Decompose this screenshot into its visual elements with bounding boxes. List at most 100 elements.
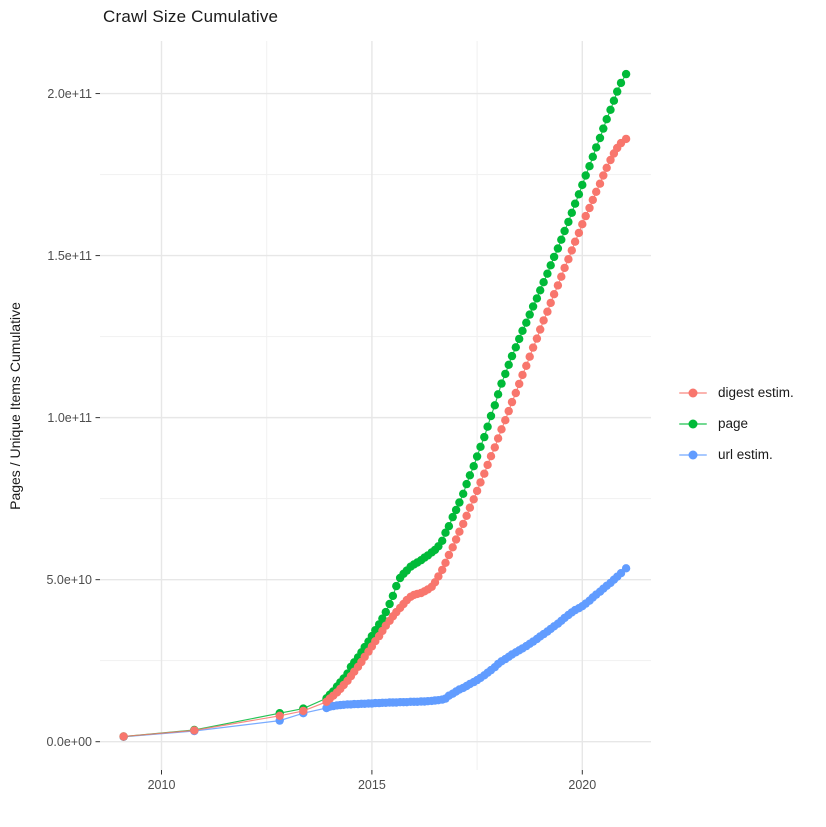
x-tick-label: 2020 [568,778,596,792]
legend-key-dot [688,388,698,397]
data-point-digest-estim [585,203,594,213]
data-point-digest-estim [507,397,517,407]
data-point-digest-estim [465,503,475,512]
x-tick-label: 2015 [358,778,386,792]
data-point-digest-estim [567,246,576,255]
data-point-page [392,581,401,591]
data-point-page [592,143,601,152]
data-point-page [472,452,482,461]
major-gridlines [100,41,651,770]
data-point-page [606,105,615,115]
data-point-page [507,351,517,361]
series-digest-estim [119,134,631,741]
data-point-page [532,294,542,303]
data-point-page [578,180,587,190]
data-point-digest-estim [472,486,482,496]
data-point-digest-estim [588,195,597,205]
data-point-digest-estim [536,325,545,334]
legend-item-page: page [678,408,794,439]
data-point-page [438,536,447,545]
data-point-digest-estim [299,706,308,716]
x-tick-label: 2010 [148,778,176,792]
data-point-digest-estim [469,495,478,504]
data-point-digest-estim [564,255,573,264]
y-axis-title: Pages / Unique Items Cumulative [7,302,23,510]
data-point-digest-estim [599,171,608,180]
data-point-digest-estim [606,155,615,165]
data-point-page [609,96,619,105]
data-point-page [451,505,461,515]
chart-title: Crawl Size Cumulative [103,7,279,26]
data-point-digest-estim [560,263,569,273]
data-point-page [483,422,492,431]
data-point-digest-estim [490,443,499,452]
data-point-digest-estim [553,281,563,290]
legend-key-icon [678,414,708,434]
data-point-page [549,252,559,262]
axis-ticks: 2010 2015 2020 0.0e+00 5.0e+10 1.0e+11 1.5e+11… [46,87,596,792]
legend-label-url-estim: url estim. [718,447,773,462]
data-point-url-estim [621,564,631,573]
data-point-digest-estim [602,163,611,172]
data-point-page [564,217,573,227]
data-point-page [444,522,454,531]
data-point-page [602,115,611,124]
data-point-digest-estim [595,179,605,188]
data-point-page [528,302,538,311]
data-point-digest-estim [515,379,524,389]
data-point-digest-estim [511,388,520,398]
data-point-digest-estim [581,211,590,221]
data-point-page [570,199,580,208]
data-point-digest-estim [578,220,587,229]
legend-key-icon [678,383,708,403]
data-point-page [613,87,622,96]
data-point-digest-estim [525,352,534,361]
data-point-page [525,310,534,319]
data-point-page [378,614,387,623]
data-point-digest-estim [497,425,506,434]
data-point-digest-estim [574,228,584,238]
data-point-page [518,326,527,335]
legend-key-dot [688,450,698,459]
legend-label-page: page [718,416,749,431]
data-point-page [462,479,471,489]
data-point-page [543,269,552,278]
data-point-page [480,432,489,442]
data-point-digest-estim [592,187,601,196]
data-point-digest-estim [441,558,450,567]
data-point-page [581,171,590,180]
data-point-page [490,401,499,410]
data-point-digest-estim [518,370,527,380]
data-point-digest-estim [455,527,464,536]
data-point-page [385,599,394,609]
data-point-digest-estim [549,290,559,299]
legend-key-icon [678,445,708,465]
data-point-digest-estim [476,478,485,487]
data-point-digest-estim [451,535,461,544]
data-point-page [599,124,608,133]
data-point-digest-estim [621,134,631,144]
legend-item-url-estim: url estim. [678,439,794,470]
data-point-page [574,190,584,199]
series-url-estim [119,564,631,741]
data-point-page [501,369,510,379]
data-point-digest-estim [570,237,580,246]
data-point-page [522,318,531,327]
data-point-page [504,360,513,369]
data-point-digest-estim [438,565,447,575]
data-point-page [553,244,563,253]
data-point-page [493,390,503,399]
data-point-page [511,343,520,352]
data-point-page [465,471,475,480]
data-point-page [381,607,390,617]
data-point-page [469,462,478,471]
data-point-digest-estim [532,334,542,343]
data-point-page [515,334,524,344]
data-point-digest-estim [493,434,503,443]
y-tick-label: 1.5e+11 [47,249,92,263]
data-point-page [455,498,464,507]
data-point-digest-estim [275,711,284,720]
data-point-digest-estim [501,416,510,425]
data-point-page [546,261,555,270]
